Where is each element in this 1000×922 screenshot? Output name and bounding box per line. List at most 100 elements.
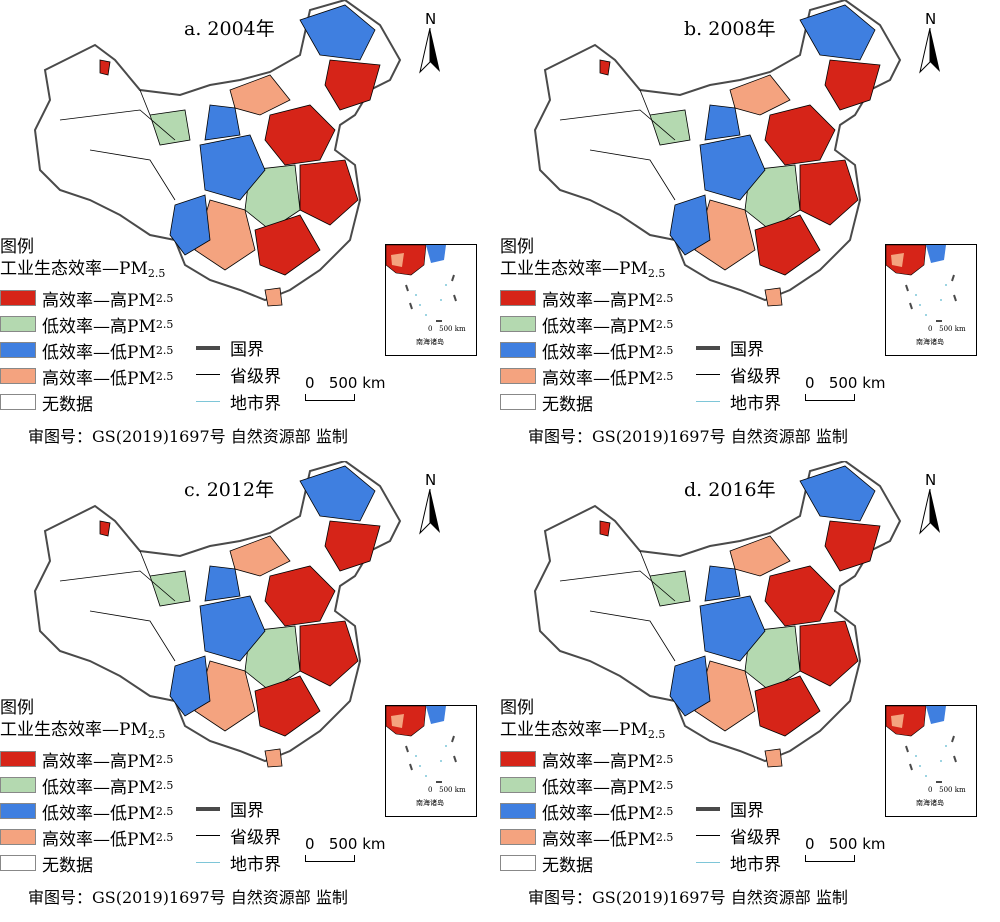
boundary-legend-item: 国界 bbox=[696, 795, 781, 822]
boundary-line-sample bbox=[196, 806, 220, 811]
map-panel-c: c. 2012年 N 图例 工业生态效率—PM2.5 高效率—高PM 2.5 低效率… bbox=[0, 461, 500, 922]
north-label: N bbox=[425, 471, 437, 489]
map-shapes bbox=[533, 461, 902, 768]
boundary-legend-label: 地市界 bbox=[730, 855, 781, 875]
legend-item: 高效率—高PM 2.5 bbox=[0, 746, 173, 772]
region-shape bbox=[599, 59, 611, 76]
south-china-sea-inset: 0 500 km 南海诸岛 bbox=[385, 244, 477, 356]
scale-bar: 0 500 km bbox=[305, 374, 386, 401]
province-border bbox=[59, 570, 176, 602]
legend-subtitle-text: 工业生态效率—PM bbox=[0, 720, 148, 740]
panel-title: b. 2008年 bbox=[684, 18, 776, 40]
inset-map bbox=[385, 244, 457, 322]
legend-label: 高效率—高PM bbox=[542, 751, 656, 772]
legend-item: 低效率—低PM 2.5 bbox=[0, 798, 173, 824]
boundary-legend: 国界 省级界 地市界 bbox=[196, 795, 281, 876]
legend-swatch bbox=[500, 751, 536, 767]
approval-number: 审图号：GS(2019)1697号 自然资源部 监制 bbox=[28, 427, 348, 446]
boundary-legend-label: 省级界 bbox=[730, 828, 781, 848]
legend-label-sub: 2.5 bbox=[655, 752, 674, 766]
region-shape bbox=[764, 287, 783, 307]
legend-swatch bbox=[0, 777, 36, 793]
legend-label: 低效率—高PM bbox=[42, 777, 156, 798]
inset-label: 南海诸岛 bbox=[416, 338, 444, 346]
boundary-legend: 国界 省级界 地市界 bbox=[196, 334, 281, 415]
boundary-legend-item: 省级界 bbox=[696, 822, 781, 849]
legend-item: 低效率—高PM 2.5 bbox=[500, 311, 673, 337]
panel-title: d. 2016年 bbox=[684, 479, 776, 501]
legend-label-sub: 2.5 bbox=[655, 804, 674, 818]
legend-item: 低效率—低PM 2.5 bbox=[0, 337, 173, 363]
province-border bbox=[589, 149, 676, 201]
region-shape bbox=[649, 109, 691, 146]
legend-label: 无数据 bbox=[542, 394, 593, 415]
region-shape bbox=[99, 59, 111, 76]
boundary-legend-label: 省级界 bbox=[230, 828, 281, 848]
legend-swatch bbox=[0, 368, 36, 384]
boundary-line-sample bbox=[696, 862, 720, 863]
legend-label-sub: 2.5 bbox=[155, 830, 174, 844]
scale-label: 0 500 km bbox=[305, 835, 386, 853]
boundary-legend-item: 地市界 bbox=[196, 388, 281, 415]
region-shape bbox=[229, 74, 291, 116]
legend-label: 高效率—高PM bbox=[42, 290, 156, 311]
approval-number: 审图号：GS(2019)1697号 自然资源部 监制 bbox=[528, 888, 848, 907]
inset-label: 南海诸岛 bbox=[916, 799, 944, 807]
legend-label: 高效率—低PM bbox=[42, 829, 156, 850]
legend-item: 高效率—低PM 2.5 bbox=[0, 824, 173, 850]
boundary-line-sample bbox=[196, 401, 220, 402]
legend-swatch bbox=[0, 342, 36, 358]
legend-label-sub: 2.5 bbox=[155, 343, 174, 357]
boundary-legend-label: 地市界 bbox=[230, 855, 281, 875]
region-shape bbox=[324, 520, 381, 572]
region-shape bbox=[704, 565, 741, 602]
boundary-line-sample bbox=[196, 862, 220, 863]
legend-item: 高效率—低PM 2.5 bbox=[500, 824, 673, 850]
legend-swatch bbox=[500, 342, 536, 358]
region-shape bbox=[169, 655, 211, 717]
region-shape bbox=[764, 565, 836, 627]
region-shape bbox=[264, 565, 336, 627]
scale-line bbox=[805, 394, 855, 401]
scale-bar: 0 500 km bbox=[805, 374, 886, 401]
legend-label-sub: 2.5 bbox=[155, 778, 174, 792]
region-shape bbox=[799, 159, 859, 226]
province-border bbox=[559, 109, 676, 141]
legend-subtitle-sub: 2.5 bbox=[147, 728, 166, 741]
legend-title: 图例 bbox=[0, 237, 34, 257]
legend-label-sub: 2.5 bbox=[155, 291, 174, 305]
legend-subtitle-text: 工业生态效率—PM bbox=[500, 720, 648, 740]
boundary-legend-item: 国界 bbox=[196, 334, 281, 361]
boundary-legend-label: 地市界 bbox=[730, 394, 781, 414]
legend-label-sub: 2.5 bbox=[655, 778, 674, 792]
region-shape bbox=[649, 570, 691, 607]
region-shape bbox=[254, 214, 321, 276]
legend-label-sub: 2.5 bbox=[655, 343, 674, 357]
legend-item: 高效率—低PM 2.5 bbox=[500, 363, 673, 389]
legend-label: 高效率—高PM bbox=[542, 290, 656, 311]
legend-label: 低效率—高PM bbox=[542, 316, 656, 337]
legend-items: 高效率—高PM 2.5 低效率—高PM 2.5 低效率—低PM 2.5 高效率—低PM 2.5… bbox=[0, 285, 173, 415]
region-shape bbox=[254, 675, 321, 737]
legend-label-sub: 2.5 bbox=[655, 369, 674, 383]
region-shape bbox=[799, 4, 876, 61]
inset-map bbox=[385, 705, 457, 783]
north-arrow-icon bbox=[919, 489, 940, 535]
south-china-sea-inset: 0 500 km 南海诸岛 bbox=[385, 705, 477, 817]
scale-line bbox=[305, 855, 355, 862]
legend-title: 图例 bbox=[500, 698, 534, 718]
boundary-line-sample bbox=[696, 374, 720, 375]
legend-swatch bbox=[500, 855, 536, 871]
region-shape bbox=[669, 655, 711, 717]
legend-label: 低效率—高PM bbox=[542, 777, 656, 798]
boundary-legend-label: 地市界 bbox=[230, 394, 281, 414]
region-shape bbox=[824, 59, 881, 111]
legend-item: 高效率—高PM 2.5 bbox=[500, 285, 673, 311]
province-border bbox=[139, 550, 151, 577]
legend-items: 高效率—高PM 2.5 低效率—高PM 2.5 低效率—低PM 2.5 高效率—低PM 2.5… bbox=[0, 746, 173, 876]
inset-scale: 0 500 km bbox=[428, 786, 466, 794]
region-shape bbox=[669, 194, 711, 256]
region-shape bbox=[699, 134, 766, 201]
legend-item: 无数据 bbox=[500, 850, 673, 876]
map-shapes bbox=[533, 0, 902, 307]
